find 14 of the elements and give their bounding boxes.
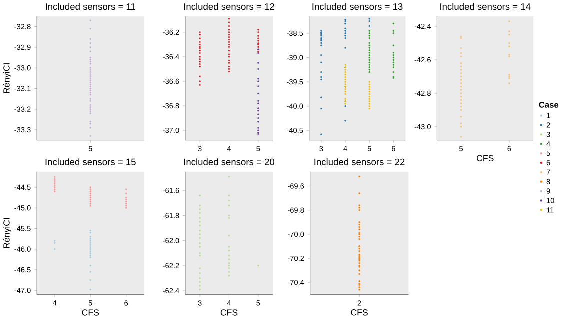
x-axis-title: CFS	[82, 309, 100, 316]
chart-title: Included sensors = 12	[184, 3, 274, 10]
y-axis-title: RényiCI	[3, 63, 12, 94]
chart-title: Included sensors = 22	[314, 158, 405, 166]
chart-title: Included sensors = 11	[46, 3, 136, 10]
chart-title: Included sensors = 14	[440, 3, 531, 10]
x-axis-title: CFS	[351, 309, 368, 316]
legend-title: Case	[539, 102, 559, 108]
chart-title: Included sensors = 20	[184, 158, 275, 166]
chart-title: Included sensors = 13	[312, 3, 403, 10]
chart-title: Included sensors = 15	[46, 158, 136, 166]
x-axis-title: CFS	[220, 309, 238, 316]
x-axis-title: CFS	[476, 155, 494, 162]
y-axis-title: RényiCI	[3, 218, 12, 248]
